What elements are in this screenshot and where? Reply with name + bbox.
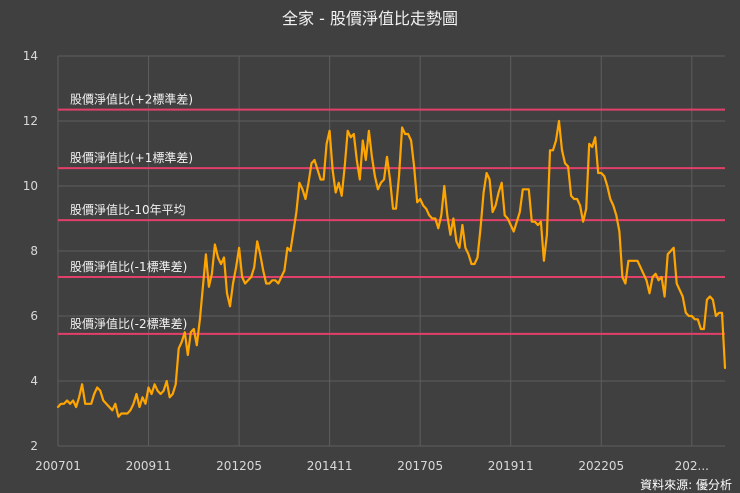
reference-line-label: 股價淨值比-10年平均 [70, 202, 186, 217]
reference-line-label: 股價淨值比(-1標準差) [70, 259, 187, 274]
reference-line-label: 股價淨值比(+1標準差) [70, 150, 193, 165]
x-tick-label: 202205 [578, 459, 624, 473]
y-tick-label: 8 [30, 244, 38, 258]
x-tick-label: 201205 [216, 459, 262, 473]
x-tick-label: 201411 [307, 459, 353, 473]
y-tick-label: 6 [30, 309, 38, 323]
y-tick-label: 4 [30, 374, 38, 388]
pb-ratio-line [56, 119, 727, 418]
reference-line-label: 股價淨值比(+2標準差) [70, 92, 193, 107]
x-tick-label: 202... [675, 459, 709, 473]
y-tick-label: 2 [30, 439, 38, 453]
y-tick-label: 14 [23, 49, 38, 63]
reference-line-label: 股價淨值比(-2標準差) [70, 316, 187, 331]
x-tick-label: 201705 [397, 459, 443, 473]
x-axis-ticks: 200701 200911 201205 201411 201705 201911 2022… [35, 459, 709, 473]
chart-title: 全家 - 股價淨值比走勢圖 [282, 9, 458, 28]
series-layer [56, 119, 727, 418]
reference-lines: 股價淨值比(+2標準差) 股價淨值比(+1標準差) 股價淨值比-10年平均股價淨值比… [58, 92, 725, 335]
source-credit: 資料來源: 優分析 [640, 478, 732, 492]
y-tick-label: 10 [23, 179, 38, 193]
y-tick-label: 12 [23, 114, 38, 128]
x-tick-label: 200911 [126, 459, 172, 473]
x-tick-label: 200701 [35, 459, 81, 473]
x-tick-label: 201911 [488, 459, 534, 473]
y-axis-ticks: 2 4 6 8 10 12 14 [23, 49, 38, 453]
gridlines [57, 55, 725, 447]
